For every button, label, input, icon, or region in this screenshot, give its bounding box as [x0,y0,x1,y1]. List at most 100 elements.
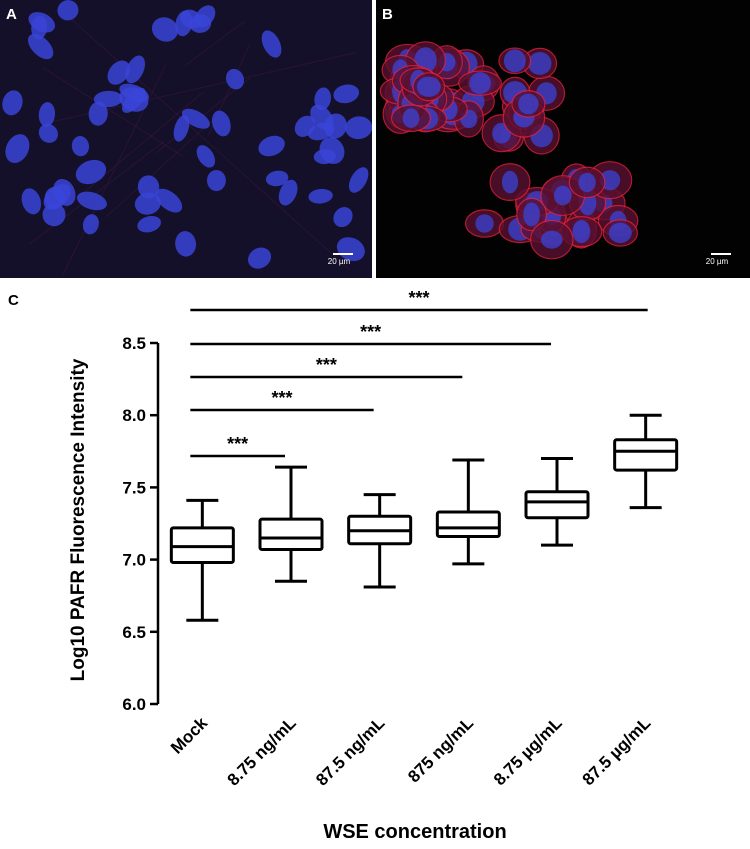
interquartile-box [524,490,590,520]
nucleus [247,247,272,269]
significance-label: *** [408,290,429,308]
significance-label: *** [316,355,337,375]
box-plot-1 [169,498,235,622]
nucleus [134,192,161,215]
box-plot-4 [435,458,501,566]
nucleus [93,90,123,108]
nucleus [2,90,23,116]
significance-label: *** [227,434,248,454]
cytoskeleton-fiber [42,67,183,157]
interquartile-box [613,438,679,472]
nucleus [528,52,552,75]
y-tick-label: 8.0 [122,406,146,425]
nucleus [608,222,632,244]
panel-label-b: B [382,6,393,23]
scale-bar-b: 20 µm [706,253,732,266]
y-axis: 6.0 6.5 7.0 7.5 8.0 8.5 [122,334,160,714]
nucleus [523,202,540,227]
nucleus [125,55,145,84]
cells-image-b [379,41,639,260]
nucleus [38,123,58,143]
nucleus [540,230,563,249]
nucleus [333,84,360,104]
box-plot-3 [347,493,413,589]
x-tick-label: 8.75 ng/mL [224,713,300,789]
cytoskeleton-fiber [105,113,220,218]
x-tick-label: 87.5 µg/mL [579,713,655,789]
scale-bar-line-a [333,253,353,255]
nucleus [196,145,216,168]
y-tick-label: 7.0 [122,551,146,570]
nucleus [578,172,596,193]
nucleus [151,17,179,42]
nucleus [175,231,197,257]
nucleus [27,33,54,60]
x-axis-label: WSE concentration [323,821,506,843]
nucleus [137,175,160,199]
nucleus [503,49,526,73]
nucleus [57,0,79,21]
nucleus [314,87,332,111]
y-tick-label: 6.0 [122,695,146,714]
nucleus [88,101,108,126]
nucleus [206,169,226,192]
x-tick-label: 87.5 ng/mL [312,713,388,789]
interquartile-box [435,510,501,538]
scale-bar-line-b [711,253,731,255]
nucleus [107,60,130,85]
nucleus [43,183,71,210]
cytoskeleton-fiber [28,140,166,245]
scale-bar-label-b: 20 µm [705,257,729,266]
nucleus [82,214,99,235]
nucleus [31,15,48,40]
nucleus [38,102,56,127]
nucleus [469,72,491,95]
panel-label-c: C [8,292,19,309]
panel-label-a: A [6,6,17,23]
nucleus [173,115,190,142]
nucleus [518,93,539,115]
nucleus [345,116,372,140]
box-series [169,413,679,622]
micrograph-panel-b: B 20 µm [376,0,750,278]
nucleus [75,159,107,185]
interquartile-box [258,517,324,551]
significance-label: *** [360,322,381,342]
nucleus [324,113,347,139]
y-tick-label: 6.5 [122,623,146,642]
nucleus [261,30,282,58]
nucleus [76,191,107,211]
cytoskeleton-fiber [65,13,350,270]
nucleus [333,207,353,228]
nucleus [137,215,162,233]
x-tick-label: 8.75 µg/mL [490,713,566,789]
nucleus [155,188,183,213]
nucleus [265,170,289,187]
cytoskeleton-fiber [185,20,245,66]
x-tick-label: 875 ng/mL [404,713,477,786]
nucleus [119,87,149,112]
box-plot-2 [258,465,324,583]
box-plot-chart: *** *** *** *** *** 6.0 6.5 7.0 7.5 8.0 8.5 Mock 8… [68,290,679,843]
significance-brackets: *** *** *** *** *** [190,290,648,458]
box-plot-6 [613,413,679,510]
y-tick-label: 8.5 [122,334,146,353]
scale-bar-a: 20 µm [328,253,354,266]
box-plot-5 [524,457,590,547]
nuclei-image-a [2,0,372,275]
nucleus [21,188,42,215]
nucleus [336,237,365,262]
nucleus [181,108,210,129]
nucleus [348,167,369,193]
nucleus [5,134,30,163]
nucleus [501,170,519,194]
scale-bar-label-a: 20 µm [327,257,351,266]
y-axis-label: Log10 PAFR Fluorescence Intensity [68,358,89,681]
nucleus [572,220,591,244]
nucleus [416,76,441,97]
nucleus [553,185,572,206]
nucleus [211,110,231,137]
nucleus [402,108,420,128]
nucleus [71,136,90,157]
nucleus [308,188,333,204]
